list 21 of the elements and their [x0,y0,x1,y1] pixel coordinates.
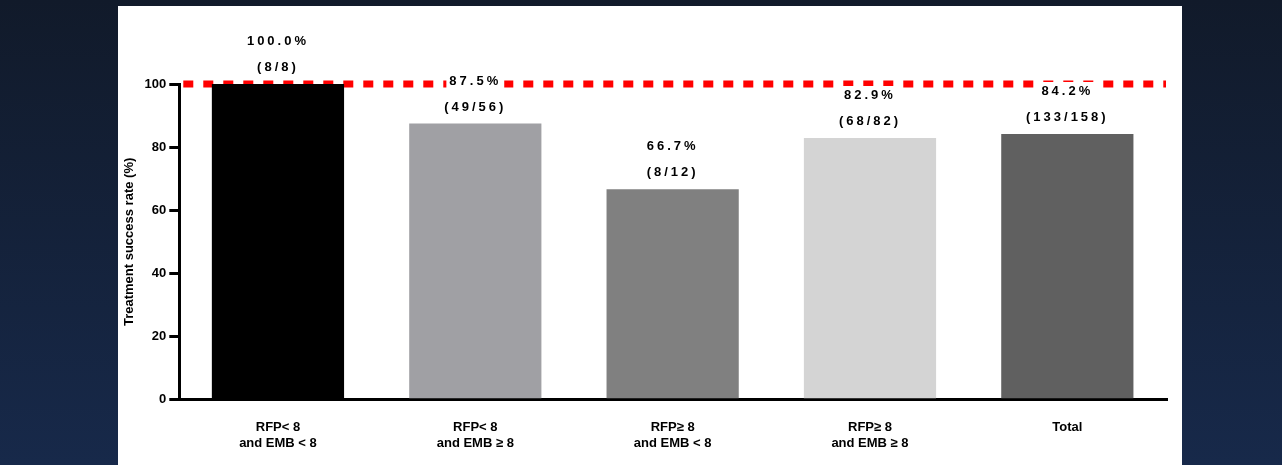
bar [1001,133,1134,399]
y-tick-label: 40 [151,265,167,281]
y-tick-label: 100 [144,75,167,91]
x-tick-label: RFP< 8 and EMB ≥ 8 [436,419,514,450]
x-tick-label: RFP≥ 8 and EMB < 8 [633,419,712,450]
y-tick-label: 0 [159,391,167,407]
data-label: 84.2% (133/158) [1026,82,1109,124]
data-label: 82.9% (68/82) [838,87,902,129]
data-label: 66.7% (8/12) [646,138,699,180]
x-tick-label: Total [1052,419,1083,435]
x-tick-label: RFP< 8 and EMB < 8 [239,419,317,450]
y-tick-label: 60 [151,201,167,217]
y-tick-label: 20 [151,328,167,344]
y-axis-title: Treatment success rate (%) [121,157,137,327]
y-tick-label: 80 [151,138,167,154]
bar [409,123,542,399]
bar [606,189,739,399]
data-label: 87.5% (49/56) [444,72,507,114]
x-tick-label: RFP≥ 8 and EMB ≥ 8 [831,419,909,450]
data-label: 100.0% (8/8) [246,33,310,75]
bar [803,138,937,399]
